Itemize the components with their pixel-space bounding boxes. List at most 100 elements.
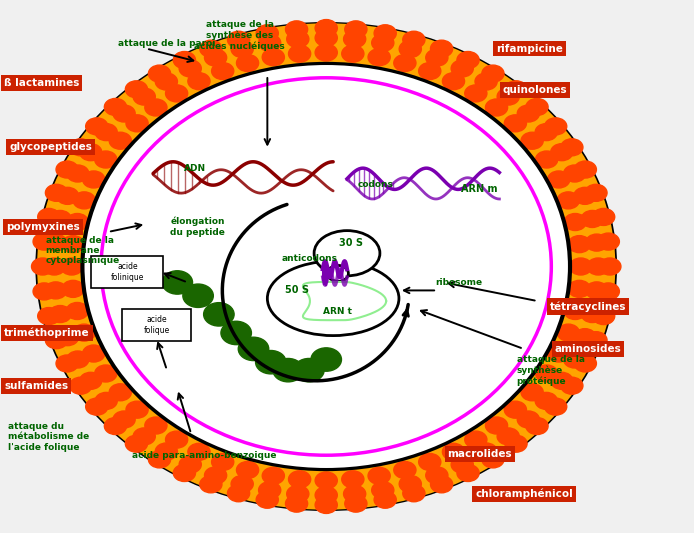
- Circle shape: [482, 65, 504, 82]
- Circle shape: [368, 49, 390, 66]
- Circle shape: [457, 464, 479, 481]
- Text: élongation
du peptide: élongation du peptide: [171, 217, 226, 237]
- Circle shape: [526, 417, 548, 434]
- Circle shape: [33, 233, 56, 250]
- Circle shape: [536, 151, 558, 168]
- Circle shape: [425, 467, 448, 484]
- Circle shape: [505, 435, 527, 452]
- Circle shape: [517, 411, 539, 428]
- Circle shape: [586, 234, 608, 251]
- Circle shape: [44, 234, 67, 251]
- Circle shape: [56, 355, 78, 372]
- Circle shape: [457, 52, 479, 69]
- Circle shape: [294, 359, 324, 382]
- Circle shape: [564, 303, 586, 319]
- Circle shape: [33, 283, 56, 300]
- Circle shape: [593, 308, 615, 325]
- Circle shape: [505, 401, 527, 418]
- Text: glycopeptides: glycopeptides: [9, 142, 92, 152]
- Circle shape: [237, 54, 259, 71]
- Circle shape: [561, 377, 583, 394]
- Circle shape: [570, 258, 592, 275]
- Circle shape: [80, 144, 102, 160]
- Text: acide
folique: acide folique: [144, 316, 169, 335]
- Circle shape: [399, 475, 421, 492]
- Circle shape: [374, 491, 396, 508]
- Ellipse shape: [267, 261, 399, 336]
- Circle shape: [200, 476, 222, 493]
- Circle shape: [83, 345, 105, 362]
- Circle shape: [315, 487, 337, 504]
- Circle shape: [45, 332, 67, 349]
- Circle shape: [289, 471, 311, 488]
- Circle shape: [403, 484, 425, 502]
- Circle shape: [66, 214, 88, 230]
- Circle shape: [418, 62, 441, 79]
- Circle shape: [73, 324, 95, 341]
- Circle shape: [315, 29, 337, 46]
- Circle shape: [418, 454, 441, 471]
- Circle shape: [237, 462, 259, 479]
- Circle shape: [585, 184, 607, 201]
- Circle shape: [104, 417, 126, 434]
- Circle shape: [535, 392, 557, 409]
- Circle shape: [126, 401, 148, 418]
- Circle shape: [574, 329, 596, 346]
- Circle shape: [574, 187, 596, 204]
- Circle shape: [372, 482, 394, 499]
- Circle shape: [83, 171, 105, 188]
- Circle shape: [179, 456, 201, 473]
- Circle shape: [212, 62, 234, 79]
- Circle shape: [374, 25, 396, 42]
- Circle shape: [465, 431, 487, 448]
- Circle shape: [535, 124, 557, 141]
- Circle shape: [113, 105, 135, 122]
- Circle shape: [399, 41, 421, 58]
- Circle shape: [315, 496, 337, 513]
- Text: attaque de la
synthèse des
acides nucléiques: attaque de la synthèse des acides nucléi…: [194, 20, 285, 51]
- Text: acide
folinique: acide folinique: [111, 262, 144, 281]
- Text: attaque de la
membrane
cytoplasmique: attaque de la membrane cytoplasmique: [46, 236, 120, 265]
- Circle shape: [475, 443, 497, 460]
- Circle shape: [585, 332, 607, 349]
- Circle shape: [256, 491, 278, 508]
- Circle shape: [517, 105, 539, 122]
- Circle shape: [315, 44, 337, 61]
- Circle shape: [341, 471, 364, 488]
- Circle shape: [451, 456, 473, 473]
- Circle shape: [43, 258, 65, 275]
- Text: 50 S: 50 S: [285, 286, 309, 295]
- Circle shape: [228, 31, 250, 49]
- Circle shape: [205, 467, 227, 484]
- Circle shape: [126, 115, 148, 132]
- Circle shape: [393, 54, 416, 71]
- Circle shape: [564, 214, 586, 230]
- Circle shape: [149, 65, 171, 82]
- Circle shape: [593, 208, 615, 225]
- Circle shape: [403, 31, 425, 49]
- Text: attaque de la
synthèse
protéique: attaque de la synthèse protéique: [517, 354, 584, 386]
- Circle shape: [368, 467, 390, 484]
- Circle shape: [315, 472, 337, 489]
- Text: sulfamides: sulfamides: [4, 381, 68, 391]
- Circle shape: [62, 236, 84, 253]
- Circle shape: [44, 282, 67, 299]
- Circle shape: [587, 258, 609, 275]
- Circle shape: [69, 139, 92, 156]
- Text: anticodons: anticodons: [281, 254, 337, 263]
- Ellipse shape: [35, 22, 617, 511]
- Text: rifampicine: rifampicine: [496, 44, 563, 53]
- Circle shape: [133, 428, 155, 445]
- Text: 30 S: 30 S: [339, 238, 363, 247]
- Text: quinolones: quinolones: [503, 85, 568, 95]
- Circle shape: [145, 99, 167, 116]
- Text: triméthoprime: triméthoprime: [4, 328, 90, 338]
- Circle shape: [231, 475, 253, 492]
- Circle shape: [231, 41, 253, 58]
- Circle shape: [94, 151, 117, 168]
- Circle shape: [62, 280, 84, 297]
- Ellipse shape: [37, 23, 616, 510]
- Circle shape: [344, 30, 366, 47]
- Circle shape: [94, 365, 117, 382]
- Circle shape: [341, 45, 364, 62]
